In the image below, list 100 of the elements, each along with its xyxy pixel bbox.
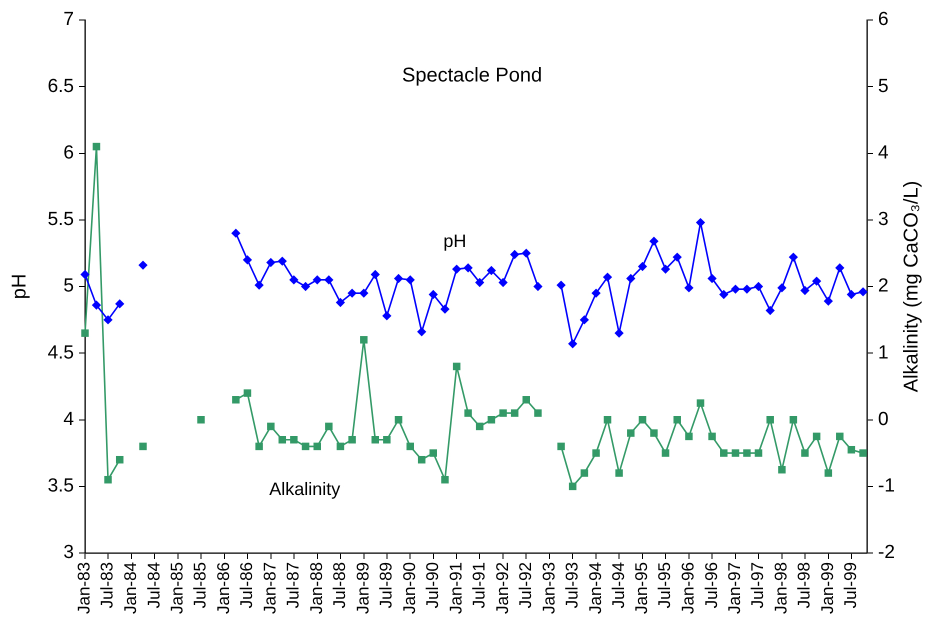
point bbox=[696, 218, 706, 228]
y-tick-label: 7 bbox=[63, 9, 74, 30]
point bbox=[696, 399, 704, 407]
y2-tick-label: -1 bbox=[878, 476, 895, 497]
point bbox=[464, 263, 473, 272]
point bbox=[406, 275, 415, 284]
y2-tick-label: 2 bbox=[878, 276, 889, 297]
point bbox=[788, 252, 798, 262]
point bbox=[80, 270, 90, 280]
point bbox=[685, 432, 693, 440]
point bbox=[116, 456, 124, 464]
x-tick-label: Jul-92 bbox=[516, 562, 535, 608]
point bbox=[290, 436, 298, 444]
point bbox=[382, 311, 392, 320]
point bbox=[278, 256, 287, 266]
y2-tick-label: 3 bbox=[878, 209, 889, 230]
text: Spectacle Pond bbox=[402, 64, 542, 86]
point bbox=[812, 276, 822, 286]
point bbox=[441, 476, 449, 484]
point bbox=[418, 456, 426, 464]
point bbox=[486, 266, 496, 276]
x-tick-label: Jan-94 bbox=[586, 562, 605, 614]
point bbox=[372, 436, 380, 444]
point bbox=[348, 436, 356, 444]
point bbox=[673, 416, 681, 424]
x-tick-label: Jan-85 bbox=[168, 562, 187, 614]
point bbox=[662, 449, 670, 457]
x-tick-label: Jan-92 bbox=[492, 562, 512, 614]
point bbox=[708, 432, 716, 440]
point bbox=[488, 416, 496, 424]
x-tick-label: Jul-89 bbox=[376, 562, 396, 608]
point bbox=[302, 442, 310, 450]
point bbox=[730, 284, 740, 294]
point bbox=[672, 252, 682, 262]
point bbox=[707, 274, 717, 284]
point bbox=[92, 300, 102, 310]
point bbox=[464, 409, 472, 417]
point bbox=[568, 482, 576, 490]
point bbox=[139, 442, 147, 450]
point bbox=[244, 389, 252, 397]
point bbox=[254, 280, 264, 290]
point bbox=[754, 282, 764, 292]
x-tick-label: Jan-98 bbox=[772, 562, 791, 614]
x-tick-label: Jan-84 bbox=[121, 562, 140, 614]
point bbox=[859, 449, 867, 457]
point bbox=[267, 422, 275, 430]
point bbox=[778, 466, 786, 474]
x-tick-label: Jan-89 bbox=[354, 562, 372, 614]
point bbox=[626, 274, 636, 284]
point bbox=[510, 409, 518, 417]
x-tick-label: Jul-97 bbox=[748, 562, 768, 608]
point bbox=[324, 275, 334, 284]
point bbox=[231, 228, 240, 238]
y2-tick-label: 0 bbox=[878, 408, 889, 430]
y-tick-label: 5.5 bbox=[48, 209, 74, 230]
point bbox=[440, 304, 450, 314]
x-tick-label: Jan-97 bbox=[725, 562, 744, 614]
point bbox=[638, 262, 648, 272]
point bbox=[615, 469, 623, 477]
y-tick-label: 4.5 bbox=[48, 342, 74, 364]
y-tick-label: 5 bbox=[63, 276, 74, 297]
point bbox=[568, 339, 578, 348]
point bbox=[766, 416, 774, 424]
point bbox=[580, 315, 589, 324]
point bbox=[278, 436, 286, 444]
x-tick-label: Jan-95 bbox=[632, 562, 652, 614]
x-tick-label: Jan-83 bbox=[74, 562, 94, 614]
point bbox=[684, 283, 694, 292]
y-tick-label: 3 bbox=[63, 542, 74, 564]
point bbox=[522, 248, 531, 258]
point bbox=[835, 263, 844, 272]
point bbox=[476, 422, 484, 430]
y2-tick-label: -2 bbox=[878, 542, 895, 564]
x-tick-label: Jul-99 bbox=[841, 562, 860, 608]
y-tick-label: 6 bbox=[63, 142, 74, 164]
point bbox=[359, 288, 368, 298]
point bbox=[614, 328, 624, 338]
point bbox=[580, 469, 588, 477]
point bbox=[754, 449, 762, 457]
point bbox=[417, 327, 426, 336]
point bbox=[766, 306, 775, 316]
point bbox=[638, 416, 646, 424]
point bbox=[232, 396, 240, 404]
point bbox=[430, 449, 438, 457]
point bbox=[394, 274, 404, 284]
point bbox=[498, 278, 508, 288]
point bbox=[790, 416, 798, 424]
point bbox=[848, 446, 856, 454]
point bbox=[104, 476, 112, 484]
series-label: Alkalinity bbox=[269, 479, 340, 500]
x-tick-label: Jan-93 bbox=[539, 562, 558, 614]
x-tick-label: Jul-96 bbox=[702, 562, 721, 608]
point bbox=[742, 284, 752, 294]
y-tick-label: 6.5 bbox=[48, 76, 74, 97]
x-tick-label: Jul-88 bbox=[330, 562, 350, 608]
x-tick-label: Jul-86 bbox=[237, 562, 256, 608]
x-tick-label: Jul-87 bbox=[284, 562, 303, 608]
x-tick-label: Jul-84 bbox=[144, 562, 164, 608]
x-tick-label: Jan-87 bbox=[260, 562, 280, 614]
x-tick-label: Jul-93 bbox=[562, 562, 582, 608]
